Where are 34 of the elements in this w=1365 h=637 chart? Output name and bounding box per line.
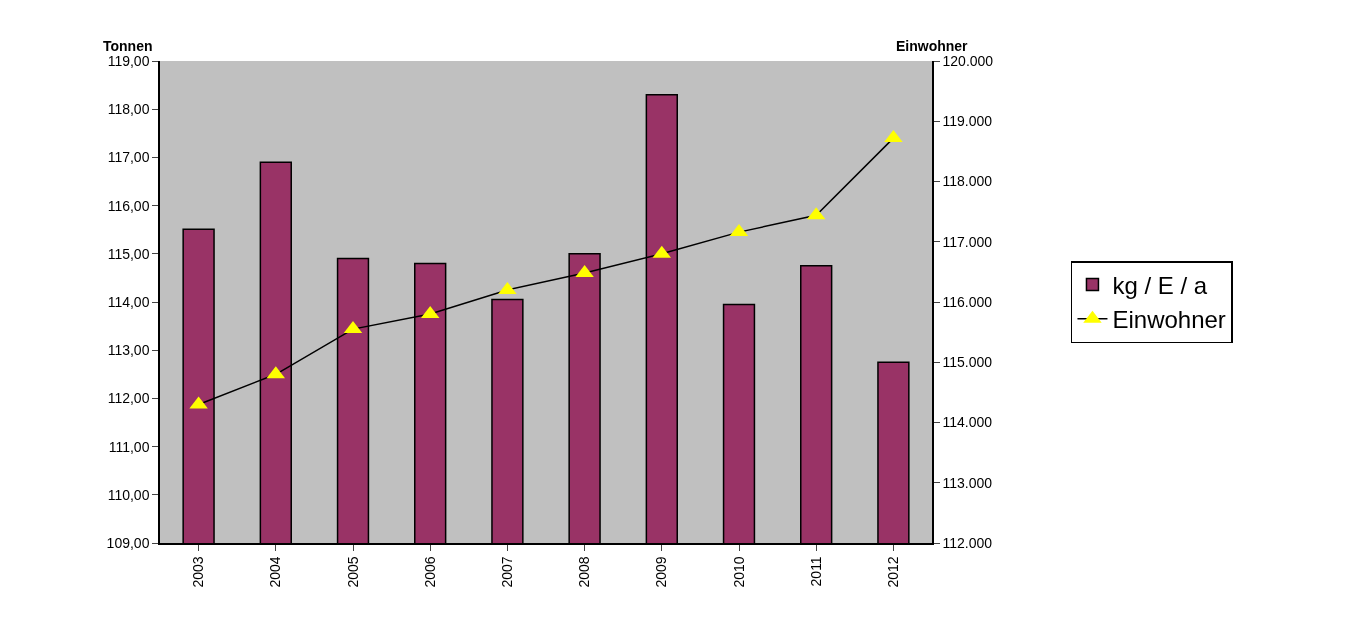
y2-axis-title: Einwohner	[896, 38, 969, 54]
y-tick-label: 114,00	[107, 293, 150, 310]
x-tick-label: 2010	[730, 556, 747, 588]
x-tick-label: 2005	[344, 556, 361, 588]
x-tick-label: 2009	[653, 556, 670, 588]
y2-tick-label: 114.000	[942, 414, 993, 431]
legend-label: Einwohner	[1112, 306, 1226, 334]
x-tick-label: 2012	[884, 556, 901, 588]
y-tick-label: 110,00	[107, 486, 150, 503]
x-tick-label: 2007	[498, 556, 515, 588]
x-tick-label: 2003	[190, 556, 207, 588]
y2-tick-label: 118.000	[942, 173, 993, 190]
y-axis-title: Tonnen	[103, 38, 153, 54]
x-tick-label: 2008	[576, 556, 593, 588]
x-tick-label: 2011	[807, 556, 824, 587]
y2-tick-label: 116.000	[942, 293, 993, 310]
y-tick-label: 115,00	[107, 245, 150, 262]
y-tick-label: 116,00	[107, 197, 150, 214]
y2-tick-label: 120.000	[942, 52, 994, 69]
y-tick-label: 111,00	[108, 438, 150, 455]
y2-tick-label: 119.000	[942, 113, 993, 130]
y-tick-label: 118,00	[107, 101, 150, 118]
x-tick-label: 2004	[267, 556, 284, 588]
y-tick-label: 109,00	[106, 534, 150, 551]
y-tick-label: 112,00	[107, 390, 150, 407]
y-tick-label: 113,00	[107, 342, 150, 359]
y-tick-label: 119,00	[107, 52, 150, 69]
y2-tick-label: 115.000	[942, 354, 993, 371]
y2-tick-label: 113.000	[942, 474, 993, 491]
y2-tick-label: 117.000	[942, 233, 993, 250]
x-tick-label: 2006	[421, 556, 438, 588]
y-tick-label: 117,00	[107, 149, 150, 166]
y2-tick-label: 112.000	[942, 534, 993, 551]
legend-label: kg / E / a	[1112, 271, 1208, 299]
